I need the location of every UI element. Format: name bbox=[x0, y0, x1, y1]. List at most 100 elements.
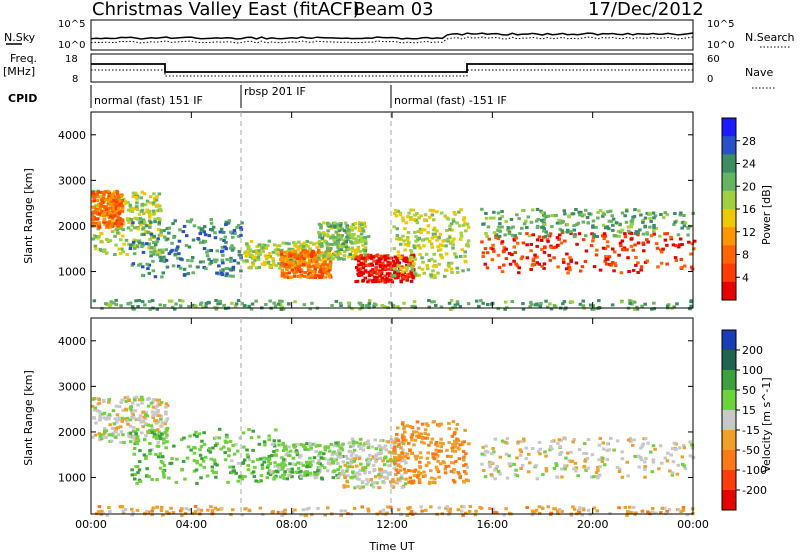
data-cell bbox=[451, 246, 455, 250]
data-cell bbox=[431, 269, 435, 273]
data-cell bbox=[420, 267, 425, 271]
data-cell bbox=[671, 243, 676, 247]
data-cell bbox=[132, 426, 136, 430]
data-cell bbox=[404, 260, 408, 264]
data-cell bbox=[188, 220, 192, 224]
data-cell bbox=[509, 226, 513, 230]
data-cell bbox=[432, 300, 436, 304]
data-cell bbox=[392, 461, 397, 465]
data-cell bbox=[169, 250, 173, 254]
data-cell bbox=[158, 437, 163, 441]
y-tick-label: 2000 bbox=[58, 220, 86, 233]
data-cell bbox=[635, 307, 640, 311]
data-cell bbox=[563, 239, 567, 243]
data-cell bbox=[481, 251, 486, 255]
data-cell bbox=[426, 451, 430, 455]
data-cell bbox=[94, 217, 99, 221]
data-cell bbox=[142, 453, 147, 457]
data-cell bbox=[405, 264, 409, 267]
data-cell bbox=[102, 220, 106, 224]
data-cell bbox=[643, 460, 647, 464]
data-cell bbox=[447, 236, 452, 240]
data-cell bbox=[204, 305, 208, 309]
data-cell bbox=[164, 412, 168, 416]
data-cell bbox=[426, 424, 430, 428]
data-cell bbox=[132, 452, 136, 456]
data-cell bbox=[640, 509, 645, 513]
data-cell bbox=[202, 442, 207, 446]
data-cell bbox=[120, 209, 125, 213]
x-tick-label: 12:00 bbox=[376, 518, 408, 531]
data-cell bbox=[529, 249, 533, 253]
data-cell bbox=[313, 267, 317, 271]
data-cell bbox=[386, 472, 391, 475]
data-cell bbox=[359, 253, 363, 257]
data-cell bbox=[446, 509, 450, 513]
data-cell bbox=[266, 463, 271, 467]
data-cell bbox=[157, 221, 161, 225]
data-cell bbox=[382, 463, 387, 467]
data-cell bbox=[378, 274, 382, 278]
data-cell bbox=[121, 206, 125, 210]
data-cell bbox=[167, 299, 172, 303]
data-cell bbox=[326, 461, 331, 465]
data-cell bbox=[145, 242, 149, 246]
data-cell bbox=[186, 445, 191, 449]
data-cell bbox=[681, 220, 686, 224]
data-cell bbox=[120, 204, 125, 208]
data-cell bbox=[299, 251, 303, 255]
data-cell bbox=[366, 439, 370, 443]
data-cell bbox=[371, 485, 376, 489]
data-cell bbox=[693, 239, 697, 243]
data-cell bbox=[287, 264, 292, 268]
colorbar-frame bbox=[721, 329, 737, 511]
data-cell bbox=[525, 506, 529, 509]
data-cell bbox=[102, 416, 106, 420]
data-cell bbox=[198, 453, 203, 457]
data-cell bbox=[141, 227, 145, 231]
data-cell bbox=[305, 507, 309, 511]
data-cell bbox=[557, 218, 561, 222]
data-cell bbox=[230, 248, 235, 252]
data-cell bbox=[640, 444, 645, 448]
data-cell bbox=[319, 269, 323, 273]
data-cell bbox=[185, 234, 189, 238]
data-cell bbox=[160, 432, 164, 436]
data-cell bbox=[155, 398, 160, 402]
data-cell bbox=[438, 232, 443, 236]
data-cell bbox=[322, 221, 326, 225]
data-cell bbox=[535, 255, 539, 259]
data-cell bbox=[319, 456, 324, 460]
data-cell bbox=[112, 215, 116, 219]
data-cell bbox=[372, 457, 376, 460]
data-cell bbox=[165, 227, 170, 231]
data-cell bbox=[227, 447, 231, 451]
data-cell bbox=[403, 482, 408, 486]
data-cell bbox=[279, 250, 283, 254]
data-cell bbox=[174, 302, 178, 306]
data-cell bbox=[429, 469, 433, 473]
data-cell bbox=[461, 269, 465, 273]
data-cell bbox=[125, 419, 129, 423]
data-cell bbox=[148, 442, 152, 445]
data-cell bbox=[114, 404, 119, 408]
data-cell bbox=[453, 443, 457, 447]
data-cell bbox=[181, 299, 185, 303]
data-cell bbox=[330, 254, 334, 258]
data-cell bbox=[514, 262, 518, 266]
data-cell bbox=[151, 398, 156, 402]
data-cell bbox=[115, 413, 120, 417]
data-cell bbox=[97, 235, 101, 238]
data-cell bbox=[375, 276, 379, 280]
data-cell bbox=[405, 513, 410, 517]
colorbar-swatch bbox=[722, 136, 736, 155]
data-cell bbox=[512, 462, 516, 466]
colorbar-tick-label: 16 bbox=[742, 203, 756, 216]
data-cell bbox=[323, 275, 327, 279]
data-cell bbox=[560, 230, 565, 234]
data-cell bbox=[281, 259, 285, 263]
data-cell bbox=[140, 241, 145, 245]
data-cell bbox=[501, 250, 506, 254]
data-cell bbox=[135, 207, 140, 211]
data-cell bbox=[454, 427, 459, 431]
